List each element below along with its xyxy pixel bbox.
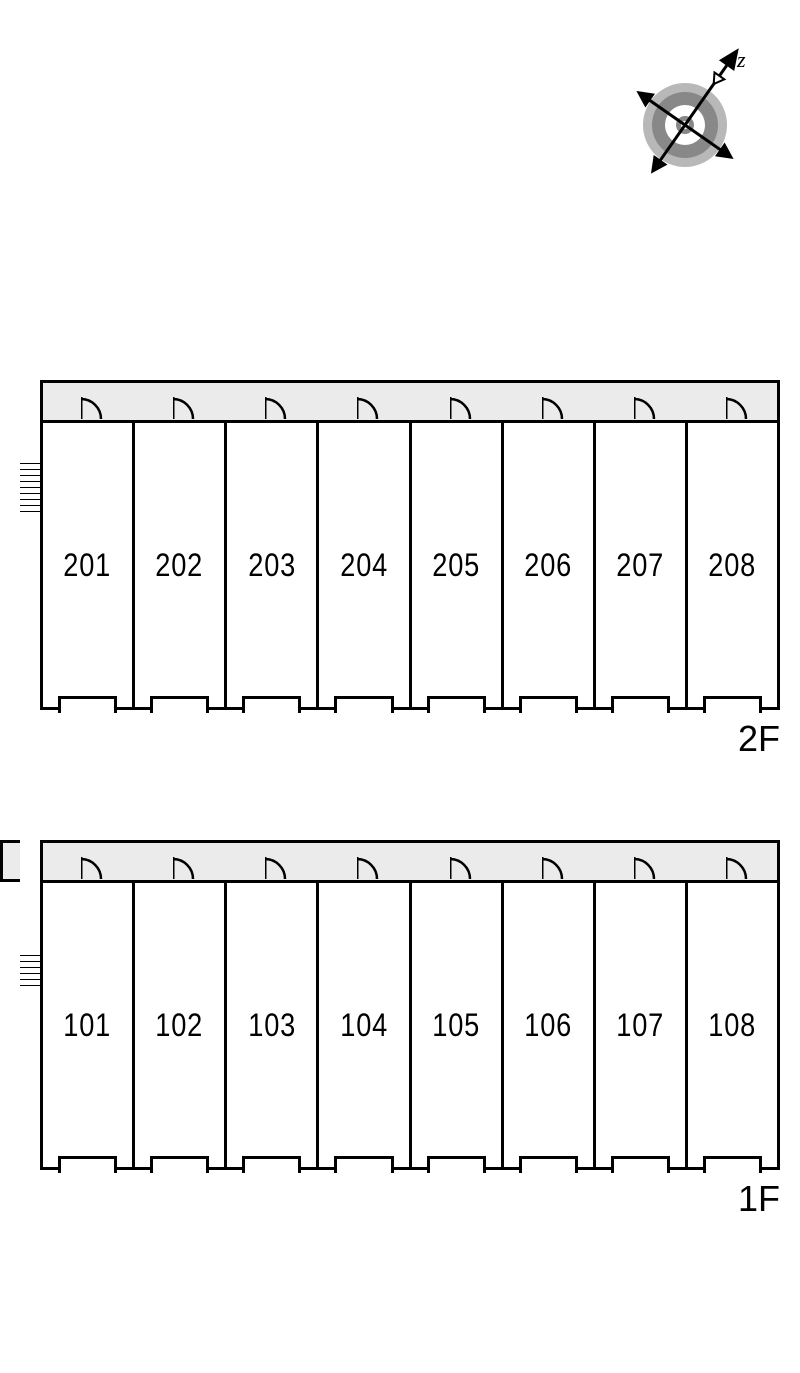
balcony-notch <box>430 1156 483 1170</box>
floor-plan-2f: 201202203204205206207208 2F <box>20 380 780 710</box>
unit-104: 104 <box>316 883 408 1167</box>
unit-label: 204 <box>340 547 388 584</box>
unit-label: 202 <box>156 547 204 584</box>
unit-105: 105 <box>409 883 501 1167</box>
unit-label: 105 <box>432 1007 480 1044</box>
door-arc-icon <box>450 395 474 419</box>
balcony-notch <box>61 696 114 710</box>
balcony-notch <box>522 1156 575 1170</box>
stairs-1f <box>20 955 40 1000</box>
door-arc-icon <box>173 855 197 879</box>
door-arc-icon <box>265 855 289 879</box>
door-arc-icon <box>357 395 381 419</box>
unit-102: 102 <box>132 883 224 1167</box>
unit-208: 208 <box>685 423 780 707</box>
balcony-notch <box>61 1156 114 1170</box>
unit-label: 207 <box>616 547 664 584</box>
floor-label-1f: 1F <box>738 1178 780 1220</box>
unit-201: 201 <box>40 423 132 707</box>
corridor-2f <box>40 380 780 420</box>
door-arc-icon <box>357 855 381 879</box>
unit-label: 102 <box>156 1007 204 1044</box>
door-arc-icon <box>542 855 566 879</box>
units-row-2f: 201 202 203 204 205 206 207 208 <box>40 420 780 710</box>
door-arc-icon <box>726 395 750 419</box>
unit-107: 107 <box>593 883 685 1167</box>
compass-rose: z <box>620 30 760 195</box>
door-arc-icon <box>81 395 105 419</box>
unit-label: 104 <box>340 1007 388 1044</box>
balcony-notch <box>614 696 667 710</box>
stairs-2f <box>20 463 40 523</box>
unit-206: 206 <box>501 423 593 707</box>
floor-label-2f: 2F <box>738 718 780 760</box>
unit-103: 103 <box>224 883 316 1167</box>
door-arc-icon <box>634 395 658 419</box>
balcony-notch <box>706 1156 759 1170</box>
door-arc-icon <box>265 395 289 419</box>
corridor-1f <box>40 840 780 880</box>
unit-label: 206 <box>524 547 572 584</box>
balcony-notch <box>522 696 575 710</box>
side-tab-1f <box>0 840 20 882</box>
balcony-notch <box>337 1156 390 1170</box>
unit-101: 101 <box>40 883 132 1167</box>
balcony-notch <box>245 696 298 710</box>
door-arc-icon <box>81 855 105 879</box>
unit-108: 108 <box>685 883 780 1167</box>
unit-207: 207 <box>593 423 685 707</box>
unit-label: 201 <box>64 547 112 584</box>
balcony-notch <box>337 696 390 710</box>
unit-202: 202 <box>132 423 224 707</box>
door-arc-icon <box>634 855 658 879</box>
door-arc-icon <box>726 855 750 879</box>
balcony-notch <box>153 696 206 710</box>
unit-label: 108 <box>708 1007 756 1044</box>
balcony-notch <box>153 1156 206 1170</box>
balcony-notch <box>614 1156 667 1170</box>
balcony-notch <box>706 696 759 710</box>
unit-205: 205 <box>409 423 501 707</box>
door-arc-icon <box>450 855 474 879</box>
unit-label: 103 <box>248 1007 296 1044</box>
balcony-notch <box>245 1156 298 1170</box>
door-arc-icon <box>173 395 197 419</box>
unit-203: 203 <box>224 423 316 707</box>
unit-label: 107 <box>616 1007 664 1044</box>
unit-label: 208 <box>708 547 756 584</box>
unit-label: 203 <box>248 547 296 584</box>
unit-label: 106 <box>524 1007 572 1044</box>
floor-plan-1f: 101102103104105106107108 1F <box>20 840 780 1170</box>
units-row-1f: 101 102 103 104 105 106 107 108 <box>40 880 780 1170</box>
unit-label: 101 <box>64 1007 112 1044</box>
unit-label: 205 <box>432 547 480 584</box>
unit-106: 106 <box>501 883 593 1167</box>
balcony-notch <box>430 696 483 710</box>
unit-204: 204 <box>316 423 408 707</box>
compass-north-label: z <box>736 47 746 72</box>
door-arc-icon <box>542 395 566 419</box>
